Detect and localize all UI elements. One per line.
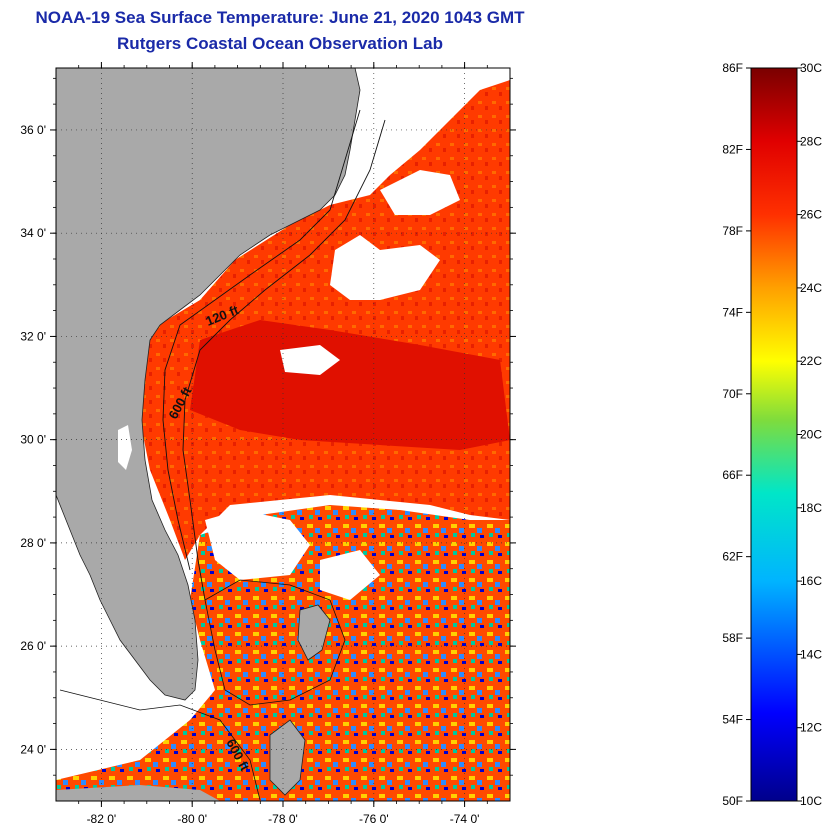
map-area: 120 ft 600 ft 600 ft [56, 68, 510, 801]
cloud-patch [280, 345, 340, 375]
colorbar-f-label: 70F [722, 387, 743, 401]
colorbar-f-label: 54F [722, 713, 743, 727]
colorbar-c-label: 28C [800, 134, 822, 148]
map-gridlines [56, 68, 510, 801]
colorbar-scale [750, 67, 798, 802]
colorbar-f-label: 58F [722, 631, 743, 645]
lon-tick-label: -74 0' [450, 812, 480, 826]
lon-tick-label: -80 0' [177, 812, 207, 826]
map-title: NOAA-19 Sea Surface Temperature: June 21… [35, 8, 525, 27]
colorbar-c-label: 30C [800, 61, 822, 75]
colorbar-c-label: 18C [800, 501, 822, 515]
depth-contour-600ft [182, 119, 386, 601]
colorbar-f-label: 62F [722, 550, 743, 564]
colorbar-c-label: 22C [800, 354, 822, 368]
lon-tick-label: -82 0' [87, 812, 117, 826]
cloud-patch [205, 510, 310, 580]
lat-tick-label: 28 0' [20, 536, 46, 550]
bahamas-land [269, 719, 306, 796]
colorbar-f-label: 50F [722, 794, 743, 808]
colorbar-c-label: 10C [800, 794, 822, 808]
lat-tick-label: 30 0' [20, 433, 46, 447]
colorbar-c-label: 16C [800, 574, 822, 588]
colorbar-fahrenheit-labels: 86F 82F 78F 74F 70F 66F 62F 58F 54F 50F [722, 61, 751, 808]
cloud-patch [330, 235, 440, 300]
lake [118, 425, 132, 470]
land-mass [56, 68, 361, 701]
colorbar-c-label: 24C [800, 281, 822, 295]
lat-tick-label: 32 0' [20, 329, 46, 343]
map-subtitle: Rutgers Coastal Ocean Observation Lab [117, 34, 443, 53]
sst-hot-region [190, 320, 510, 450]
lat-tick-label: 34 0' [20, 226, 46, 240]
colorbar-c-label: 20C [800, 428, 822, 442]
colorbar-f-label: 82F [722, 142, 743, 156]
colorbar-c-label: 12C [800, 721, 822, 735]
map-ticks: 36 0' 34 0' 32 0' 30 0' 28 0' 26 0' 24 0' -82 0… [20, 62, 516, 826]
cloud-patch [320, 550, 380, 600]
depth-contour-bahamas [204, 579, 346, 706]
colorbar: 86F 82F 78F 74F 70F 66F 62F 58F 54F 50F 30C 28C 26C… [722, 61, 822, 808]
lat-tick-label: 36 0' [20, 123, 46, 137]
cuba-land [56, 785, 220, 801]
depth-contour-keys [59, 689, 261, 801]
lon-tick-label: -76 0' [359, 812, 389, 826]
colorbar-f-label: 66F [722, 468, 743, 482]
cloud-patch [380, 170, 460, 215]
colorbar-f-label: 86F [722, 61, 743, 75]
colorbar-c-label: 26C [800, 208, 822, 222]
depth-contour-120ft [162, 109, 361, 571]
colorbar-f-label: 74F [722, 305, 743, 319]
lat-tick-label: 26 0' [20, 639, 46, 653]
colorbar-celsius-labels: 30C 28C 26C 24C 22C 20C 18C 16C 14C 12C 10C [797, 61, 822, 808]
lat-tick-label: 24 0' [20, 742, 46, 756]
colorbar-c-label: 14C [800, 647, 822, 661]
lon-tick-label: -78 0' [268, 812, 298, 826]
colorbar-f-label: 78F [722, 224, 743, 238]
